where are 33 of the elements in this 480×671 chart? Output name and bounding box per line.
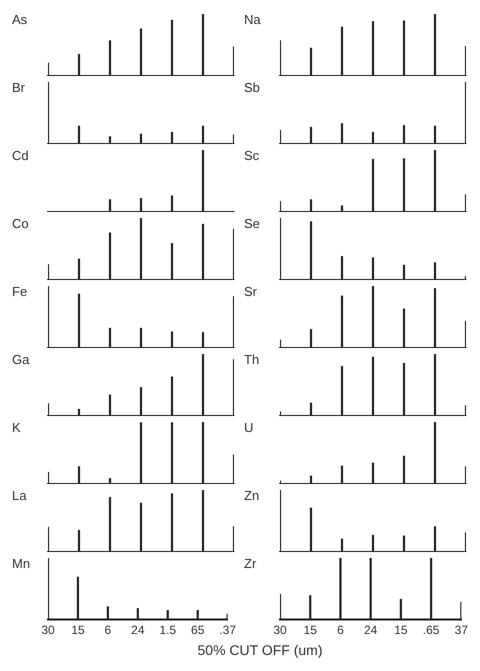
chart-title: Cd [12, 148, 29, 164]
chart-title: Ga [12, 352, 30, 368]
chart-title: K [12, 420, 21, 436]
chart-title: Th [244, 352, 260, 368]
x-tick-label: 37 [454, 623, 468, 638]
x-tick-label: 24 [131, 623, 145, 638]
x-tick-label: 15 [394, 623, 408, 638]
x-axis-title: 50% CUT OFF (um) [196, 642, 324, 658]
chart-title: Na [244, 12, 262, 28]
x-tick-label: 6 [104, 623, 112, 638]
x-tick-label: .37 [219, 623, 236, 638]
chart-title: U [244, 420, 254, 436]
chart-title: Fe [12, 284, 28, 300]
x-tick-label: 65 [191, 623, 205, 638]
chart-title: Sr [244, 284, 258, 300]
x-tick-label: 15 [71, 623, 85, 638]
chart-title: Zr [244, 556, 257, 572]
chart-title: La [12, 488, 28, 504]
x-tick-label: 30 [41, 623, 55, 638]
x-tick-label: 24 [364, 623, 378, 638]
x-tick-label: .65 [422, 623, 440, 638]
chart-title: As [12, 12, 28, 28]
x-tick-label: 6 [337, 623, 344, 638]
x-tick-label: 15 [304, 623, 318, 638]
chart-title: Co [12, 216, 29, 232]
chart-title: Se [244, 216, 260, 232]
chart-title: Sc [244, 148, 260, 164]
chart-title: Zn [244, 488, 260, 504]
chart-title: Mn [12, 556, 30, 572]
chart-title: Br [12, 80, 26, 96]
x-tick-label: 30 [273, 623, 287, 638]
chart-title: Sb [244, 80, 260, 96]
x-tick-label: 1.5 [159, 623, 176, 638]
